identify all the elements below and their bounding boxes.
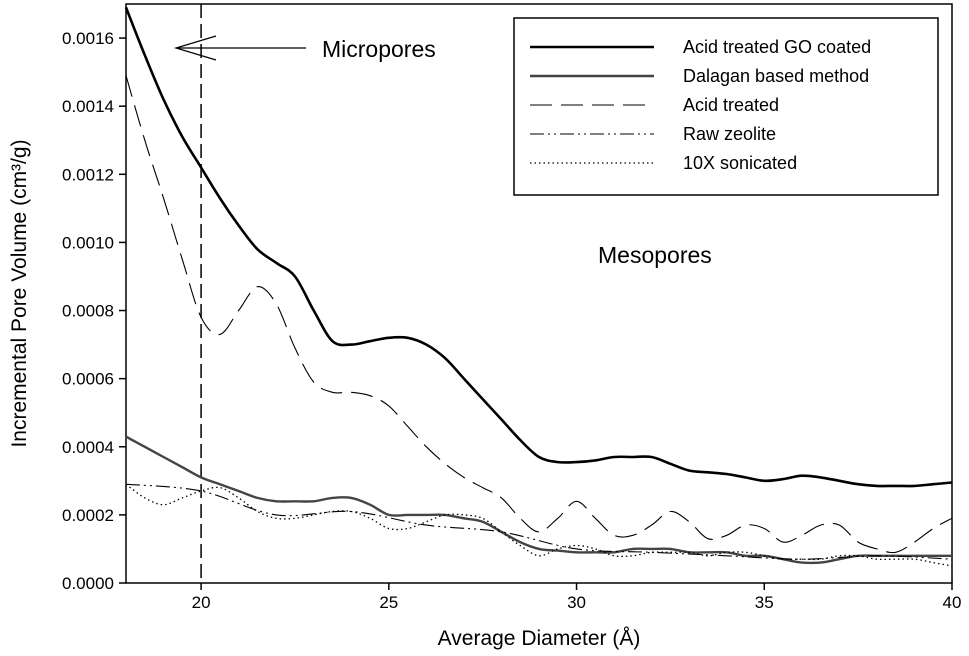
legend-label: Raw zeolite xyxy=(683,124,776,144)
x-tick-label: 20 xyxy=(192,593,211,612)
x-tick-label: 35 xyxy=(755,593,774,612)
y-tick-label: 0.0010 xyxy=(62,233,114,252)
series-line-1 xyxy=(124,6,953,488)
series-line-2 xyxy=(125,435,952,565)
x-axis-title: Average Diameter (Å) xyxy=(438,627,641,650)
legend: Acid treated GO coated Dalagan based meth… xyxy=(513,17,939,196)
y-tick-label: 0.0002 xyxy=(62,506,114,525)
y-tick-label: 0.0012 xyxy=(62,165,114,184)
legend-label: Acid treated xyxy=(683,95,779,115)
legend-label: Acid treated GO coated xyxy=(683,37,871,57)
series-line-4 xyxy=(125,483,953,560)
series-line-3 xyxy=(125,75,953,554)
micropores-label: Micropores xyxy=(322,36,436,62)
x-tick-label: 40 xyxy=(943,593,962,612)
micropores-arrow-icon xyxy=(173,35,306,61)
plot-frame xyxy=(125,3,953,584)
series-layer xyxy=(124,6,953,567)
series-line-5 xyxy=(125,483,953,567)
x-axis: 20 25 30 35 40 xyxy=(192,583,962,612)
mesopores-label: Mesopores xyxy=(598,242,712,268)
y-tick-label: 0.0000 xyxy=(62,574,114,593)
y-tick-label: 0.0008 xyxy=(62,302,114,321)
y-axis: 0.0000 0.0002 0.0004 0.0006 0.0008 0.0010 0.00… xyxy=(62,29,126,593)
y-axis-title: Incremental Pore Volume (cm³/g) xyxy=(8,139,31,447)
plot-area xyxy=(125,3,953,584)
y-tick-label: 0.0004 xyxy=(62,438,114,457)
x-tick-label: 30 xyxy=(567,593,586,612)
y-tick-label: 0.0016 xyxy=(62,29,114,48)
x-tick-label: 25 xyxy=(379,593,398,612)
y-tick-label: 0.0006 xyxy=(62,370,114,389)
legend-label: 10X sonicated xyxy=(683,153,797,173)
legend-label: Dalagan based method xyxy=(683,66,869,86)
y-tick-label: 0.0014 xyxy=(62,97,114,116)
